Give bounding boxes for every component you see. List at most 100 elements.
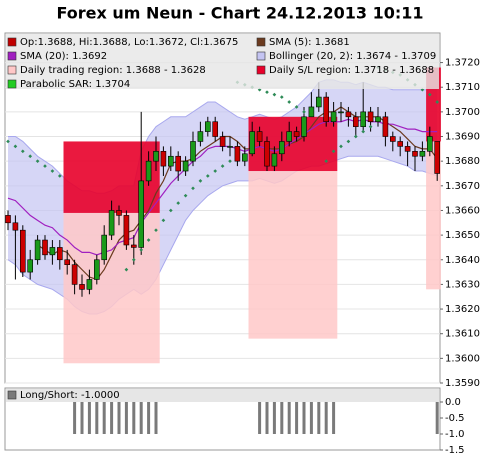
candle-body bbox=[352, 116, 359, 127]
y-tick-label: 1.3650 bbox=[445, 230, 480, 241]
candle-body bbox=[5, 215, 11, 224]
legend-label: Parabolic SAR: 1.3704 bbox=[20, 79, 130, 90]
legend-swatch bbox=[256, 51, 266, 61]
sar-dot bbox=[154, 228, 158, 233]
sar-dot bbox=[339, 144, 343, 149]
sar-dot bbox=[146, 238, 151, 242]
candle-body bbox=[205, 121, 211, 132]
long-short-bar bbox=[132, 402, 136, 434]
candle-body bbox=[271, 153, 278, 167]
candle-body bbox=[42, 239, 48, 256]
long-short-bar bbox=[73, 402, 77, 434]
candle-body bbox=[101, 234, 107, 261]
long-short-bar bbox=[80, 402, 84, 434]
legend-label: SMA (20): 1.3692 bbox=[20, 51, 107, 62]
candle-body bbox=[190, 141, 196, 162]
candle-body bbox=[256, 131, 263, 142]
legend-label: Bollinger (20, 2): 1.3674 - 1.3709 bbox=[269, 51, 436, 62]
chart-title: Forex um Neun - Chart 24.12.2013 10:11 bbox=[56, 4, 423, 23]
y-tick-label: 0.0 bbox=[445, 397, 461, 408]
candle-body bbox=[64, 259, 70, 265]
candle-body bbox=[397, 141, 404, 147]
candle-body bbox=[168, 155, 174, 167]
candle-body bbox=[145, 160, 152, 182]
sar-dot bbox=[294, 105, 299, 109]
candle-body bbox=[330, 111, 337, 123]
sar-dot bbox=[20, 149, 25, 154]
candle-body bbox=[182, 160, 189, 172]
long-short-bar bbox=[110, 402, 114, 434]
sl-region bbox=[248, 116, 338, 172]
candle-body bbox=[426, 136, 433, 152]
sar-dot bbox=[191, 186, 195, 191]
candle-body bbox=[412, 151, 418, 157]
sar-dot bbox=[346, 139, 351, 144]
y-tick-label: 1.3710 bbox=[445, 82, 480, 93]
y-tick-label: -0.5 bbox=[445, 413, 465, 424]
sar-dot bbox=[176, 201, 181, 205]
candle-body bbox=[131, 244, 137, 248]
legend-swatch bbox=[7, 37, 17, 47]
sar-dot bbox=[168, 208, 173, 213]
long-short-bar bbox=[117, 402, 121, 434]
legend-swatch bbox=[7, 51, 17, 61]
candle-body bbox=[382, 116, 389, 137]
candle-body bbox=[242, 153, 248, 162]
long-short-bar bbox=[258, 402, 262, 434]
candle-body bbox=[116, 210, 122, 216]
legend-background bbox=[6, 34, 439, 89]
candle-body bbox=[27, 259, 34, 273]
sar-dot bbox=[35, 159, 40, 164]
sar-dot bbox=[331, 149, 336, 154]
sar-dot bbox=[272, 92, 277, 97]
sar-dot bbox=[205, 174, 210, 178]
candle-body bbox=[360, 111, 367, 127]
sar-dot bbox=[361, 129, 366, 134]
candle-body bbox=[56, 247, 63, 261]
plot bbox=[5, 65, 441, 434]
legend-label: Daily trading region: 1.3688 - 1.3628 bbox=[20, 65, 206, 76]
sar-dot bbox=[161, 218, 166, 223]
sar-dot bbox=[13, 144, 18, 149]
sar-dot bbox=[287, 100, 292, 104]
y-tick-label: 1.3700 bbox=[445, 107, 480, 118]
y-tick-label: 1.3660 bbox=[445, 205, 480, 216]
long-short-bar bbox=[280, 402, 284, 434]
candle-body bbox=[286, 131, 293, 142]
y-tick-label: 1.3620 bbox=[445, 304, 480, 315]
y-tick-label: -1.0 bbox=[445, 429, 465, 440]
candle-body bbox=[108, 210, 115, 236]
legend-label: SMA (5): 1.3681 bbox=[269, 37, 350, 48]
candle-body bbox=[434, 141, 441, 174]
sar-dot bbox=[324, 159, 329, 164]
legend-label: Op:1.3688, Hi:1.3688, Lo:1.3672, Cl:1.36… bbox=[20, 37, 238, 48]
long-short-bar bbox=[332, 402, 336, 434]
legend-swatch bbox=[7, 79, 17, 89]
legend-label: Daily S/L region: 1.3718 - 1.3688 bbox=[269, 65, 434, 76]
y-tick-label: 1.3670 bbox=[445, 181, 480, 192]
long-short-bar bbox=[317, 402, 321, 434]
candle-body bbox=[264, 141, 270, 167]
legend-swatch bbox=[7, 65, 17, 75]
sar-dot bbox=[139, 248, 144, 252]
candle-body bbox=[419, 151, 426, 157]
candle-body bbox=[249, 131, 255, 155]
y-tick-label: 1.3630 bbox=[445, 279, 480, 290]
sar-dot bbox=[131, 257, 136, 262]
legend-swatch bbox=[256, 65, 266, 75]
candle-body bbox=[308, 106, 315, 118]
candle-body bbox=[338, 111, 344, 114]
candle-body bbox=[94, 259, 100, 280]
long-short-bar bbox=[139, 402, 143, 434]
sar-dot bbox=[57, 174, 62, 178]
sar-dot bbox=[220, 164, 225, 168]
candle-body bbox=[49, 247, 56, 256]
long-short-bar bbox=[265, 402, 269, 434]
y-tick-label: 1.3640 bbox=[445, 255, 480, 266]
candle-body bbox=[123, 215, 130, 246]
candle-body bbox=[323, 96, 330, 123]
long-short-bar bbox=[295, 402, 299, 434]
candle-body bbox=[79, 284, 85, 290]
sar-dot bbox=[279, 95, 284, 99]
sar-dot bbox=[213, 169, 218, 173]
